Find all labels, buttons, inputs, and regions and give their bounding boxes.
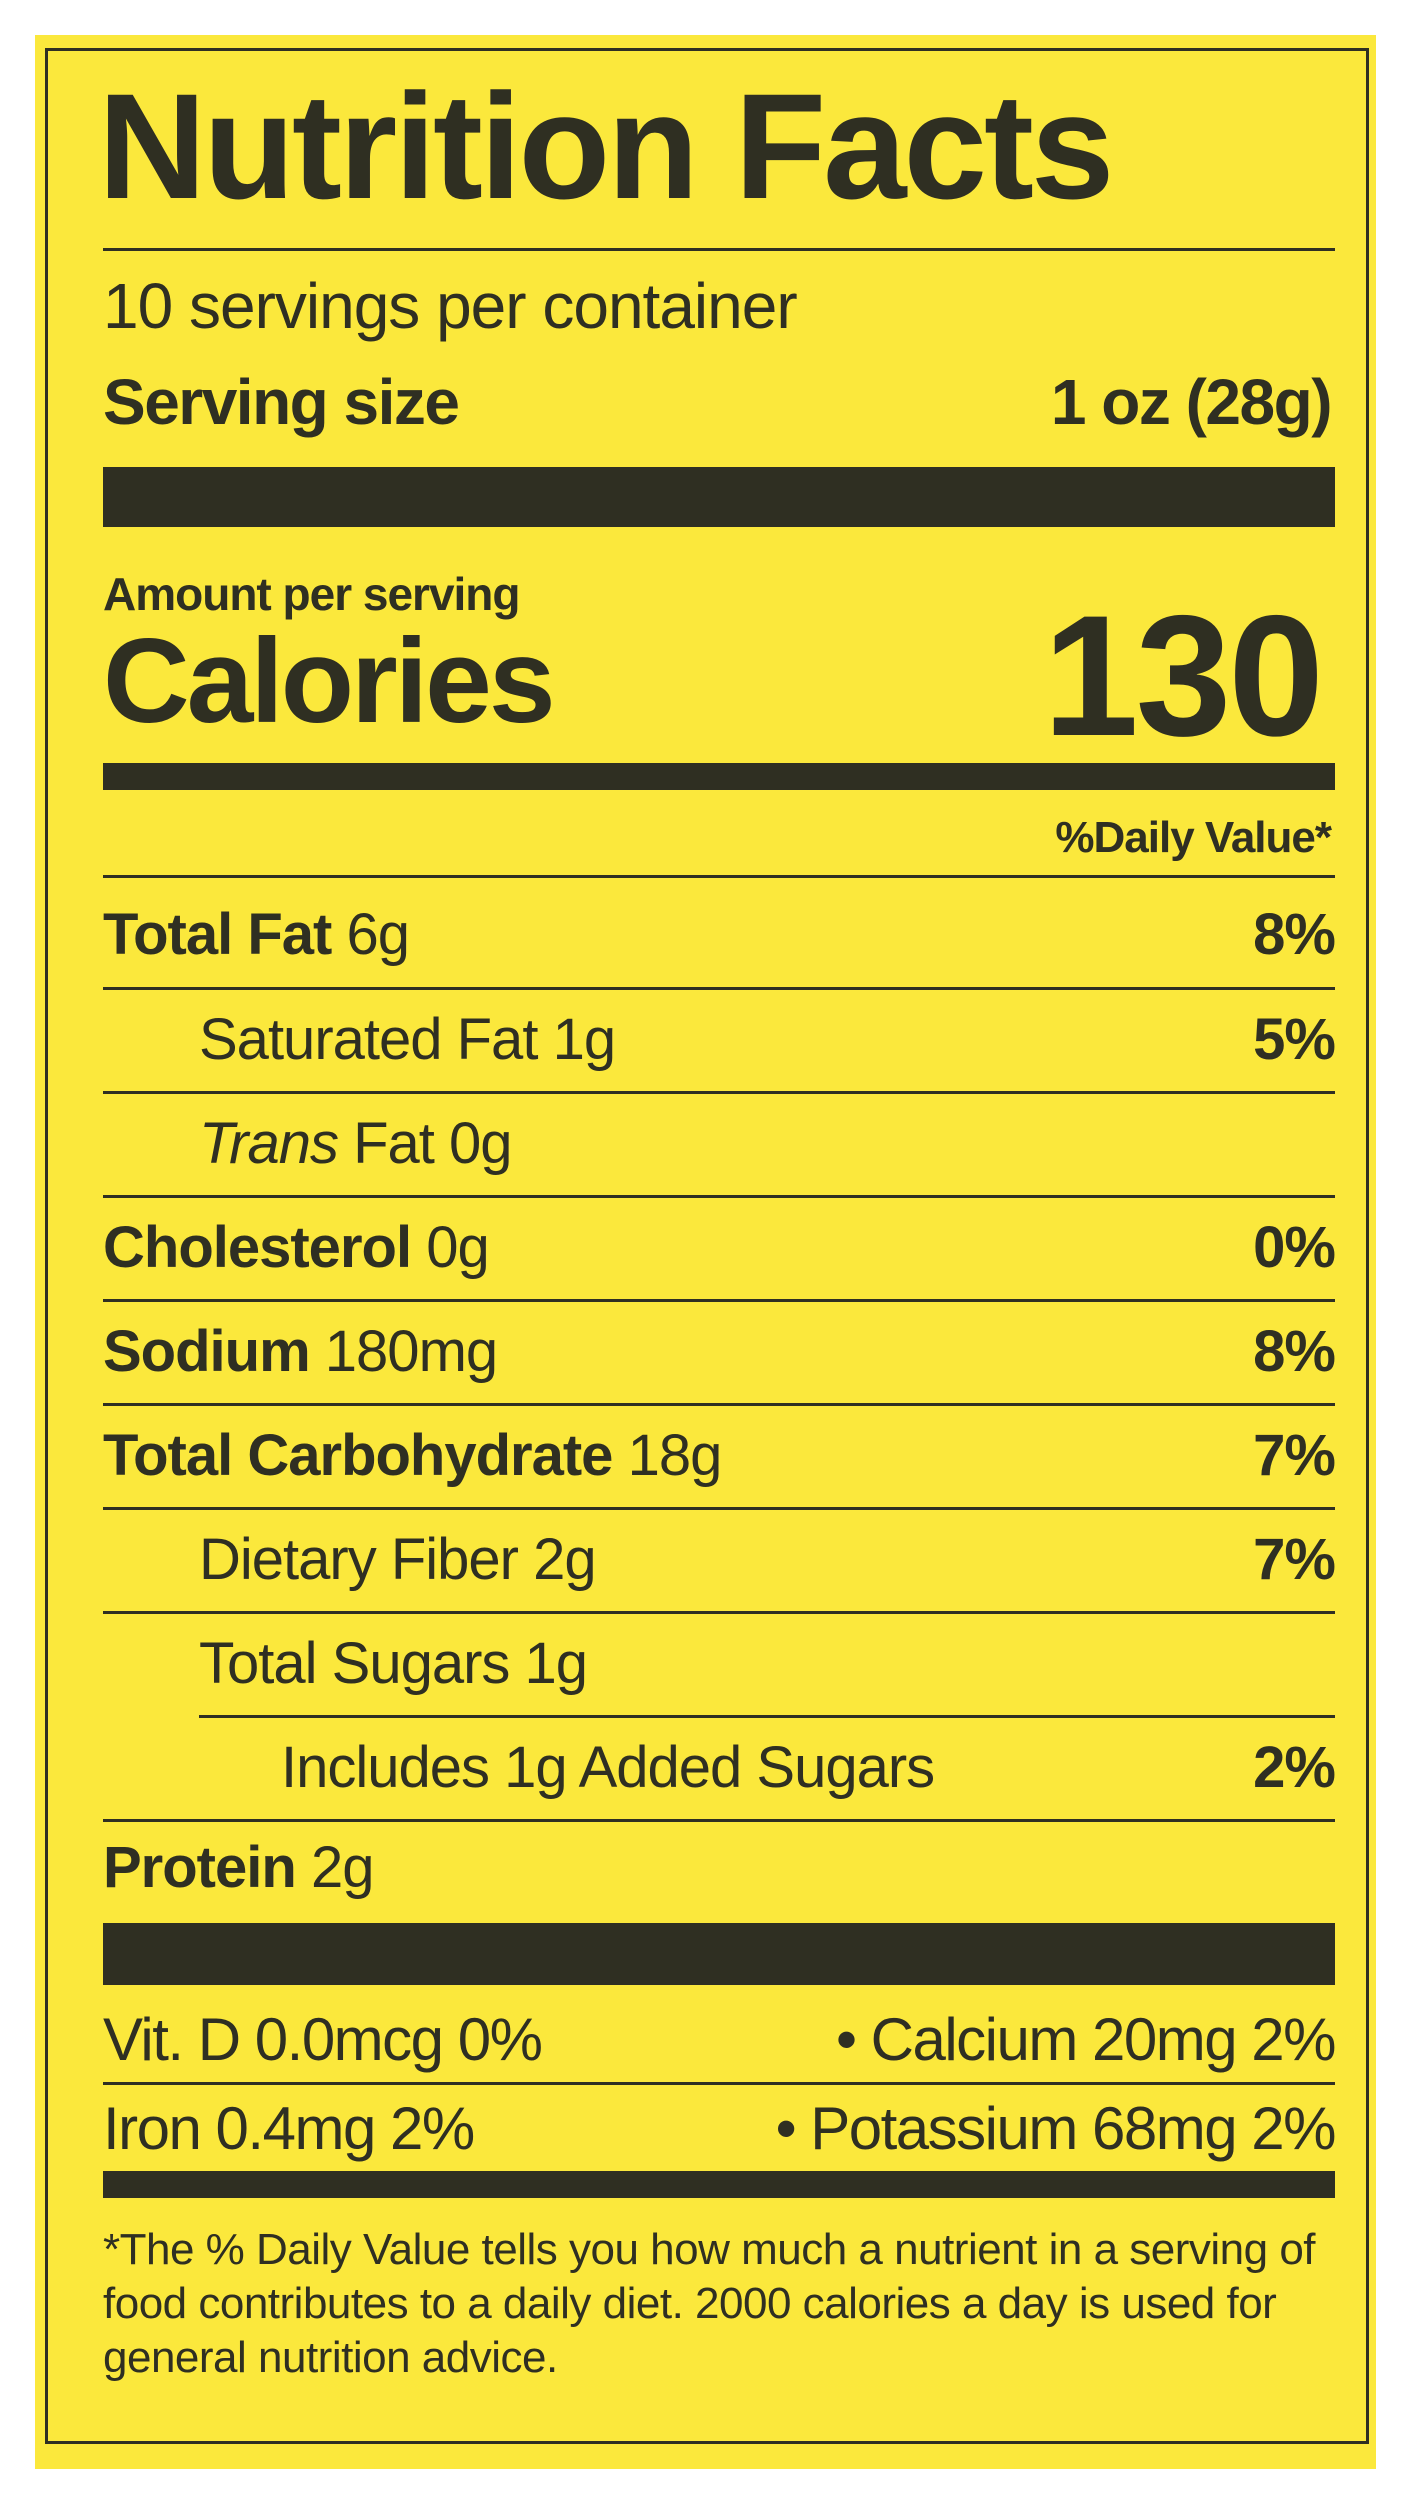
nutrient-row-sodium: Sodium 180mg 8% — [103, 1319, 1336, 1384]
nutrient-name: Dietary Fiber — [199, 1527, 519, 1592]
vitamin-row: Vit. D 0.0mcg 0% • Calcium 20mg 2% — [103, 2006, 1337, 2073]
nutrient-row-total-fat: Total Fat 6g 8% — [103, 902, 1336, 967]
nutrient-dv: 0% — [1253, 1215, 1336, 1280]
nutrient-name: Includes 1g Added Sugars — [281, 1735, 935, 1800]
nutrient-name: Fat — [353, 1111, 435, 1176]
daily-value-header: %Daily Value* — [1055, 813, 1332, 862]
iron: Iron 0.4mg 2% — [103, 2095, 475, 2162]
nutrient-amount: 0g — [449, 1111, 513, 1176]
divider — [103, 875, 1335, 878]
divider — [103, 1299, 1335, 1302]
nutrient-dv: 8% — [1253, 902, 1336, 967]
nutrient-name: Saturated Fat — [199, 1007, 538, 1072]
divider — [103, 1195, 1335, 1198]
nutrient-name: Total Carbohydrate — [103, 1423, 613, 1488]
nutrient-amount: 1g — [524, 1631, 589, 1696]
nutrient-row-trans-fat: Trans Fat 0g — [103, 1113, 1335, 1175]
divider — [199, 1715, 1335, 1718]
nutrient-row-total-carbohydrate: Total Carbohydrate 18g 7% — [103, 1423, 1336, 1488]
label-border: Nutrition Facts 10 servings per containe… — [45, 48, 1369, 2444]
serving-size-label: Serving size — [103, 366, 460, 438]
calories-label: Calories — [103, 614, 556, 748]
divider — [103, 1403, 1335, 1406]
servings-per-container: 10 servings per container — [103, 270, 798, 342]
divider — [103, 1507, 1335, 1510]
nutrient-dv: 5% — [1253, 1007, 1336, 1072]
calcium: • Calcium 20mg 2% — [835, 2006, 1337, 2073]
serving-size-value: 1 oz (28g) — [1050, 366, 1333, 438]
calories-value: 130 — [1043, 580, 1324, 772]
nutrient-dv: 7% — [1253, 1527, 1336, 1592]
nutrient-amount: 2g — [533, 1527, 597, 1592]
nutrient-dv: 7% — [1253, 1423, 1336, 1488]
divider — [103, 2082, 1335, 2085]
divider — [103, 1819, 1335, 1822]
nutrient-row-cholesterol: Cholesterol 0g 0% — [103, 1215, 1336, 1280]
vitamin-d: Vit. D 0.0mcg 0% — [103, 2006, 543, 2073]
nutrient-amount: 18g — [627, 1423, 723, 1488]
nutrient-amount: 2g — [310, 1835, 375, 1900]
nutrient-amount: 6g — [346, 902, 410, 967]
nutrient-name: Total Fat — [103, 902, 332, 967]
divider — [103, 248, 1335, 251]
medium-bar — [103, 2171, 1335, 2198]
nutrient-amount: 180mg — [324, 1319, 498, 1384]
nutrient-name: Protein — [103, 1835, 297, 1900]
nutrient-name: Sodium — [103, 1319, 311, 1384]
medium-bar — [103, 763, 1335, 790]
divider — [103, 1091, 1335, 1094]
nutrient-name: Total Sugars — [199, 1631, 510, 1696]
nutrient-dv: 8% — [1253, 1319, 1336, 1384]
vitamin-row: Iron 0.4mg 2% • Potassium 68mg 2% — [103, 2095, 1337, 2162]
nutrient-row-dietary-fiber: Dietary Fiber 2g 7% — [103, 1527, 1336, 1592]
nutrient-row-total-sugars: Total Sugars 1g — [103, 1633, 1335, 1695]
nutrient-name: Cholesterol — [103, 1215, 412, 1280]
divider — [103, 1611, 1335, 1614]
nutrition-label: Nutrition Facts 10 servings per containe… — [35, 35, 1376, 2469]
thick-bar — [103, 467, 1335, 527]
nutrient-row-protein: Protein 2g — [103, 1837, 1335, 1899]
footnote: *The % Daily Value tells you how much a … — [103, 2225, 1316, 2382]
nutrient-name-italic: Trans — [199, 1111, 339, 1176]
amount-per-serving: Amount per serving — [103, 568, 521, 620]
potassium: • Potassium 68mg 2% — [775, 2095, 1337, 2162]
nutrient-amount: 0g — [426, 1215, 490, 1280]
nutrient-row-saturated-fat: Saturated Fat 1g 5% — [103, 1007, 1336, 1072]
nutrient-dv: 2% — [1253, 1735, 1336, 1800]
nutrient-row-added-sugars: Includes 1g Added Sugars 2% — [103, 1735, 1336, 1800]
nutrient-amount: 1g — [552, 1007, 617, 1072]
title: Nutrition Facts — [98, 62, 1114, 230]
thick-bar — [103, 1923, 1335, 1985]
divider — [103, 987, 1335, 990]
